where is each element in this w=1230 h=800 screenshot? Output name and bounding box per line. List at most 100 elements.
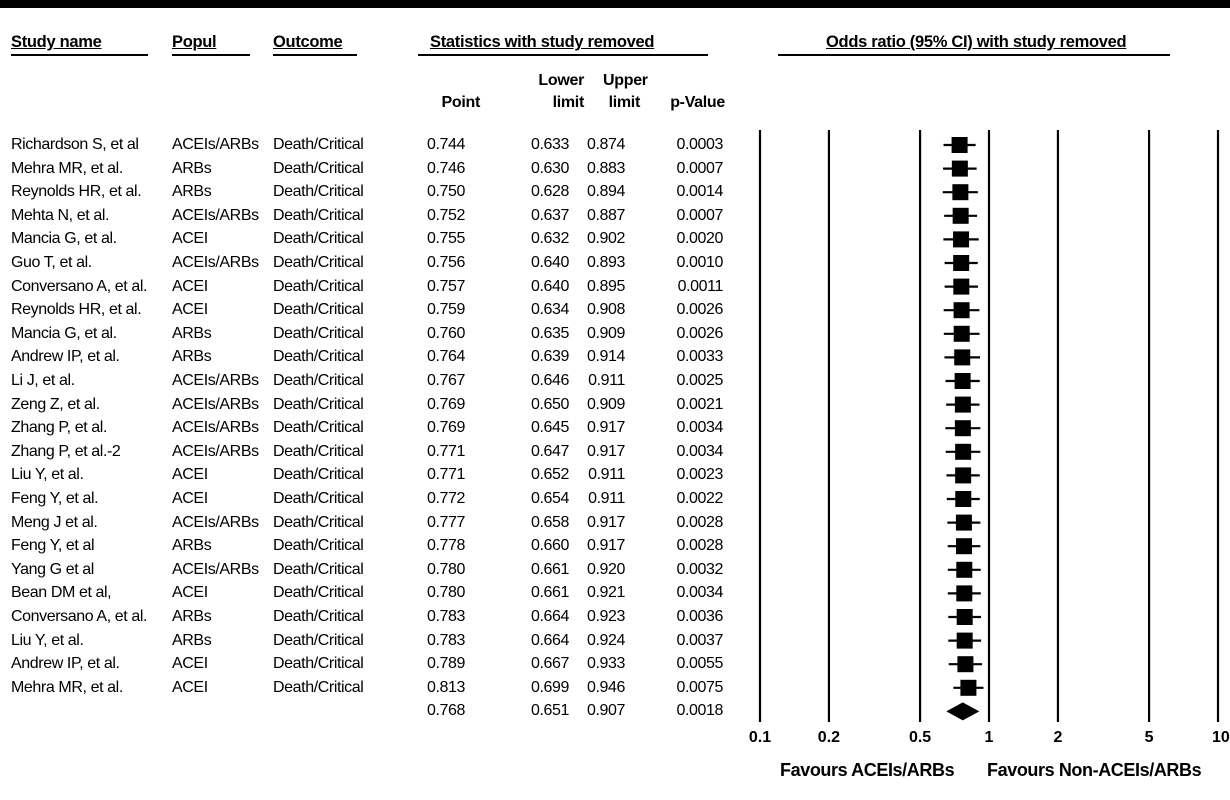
subheader-point: Point [441,94,481,111]
lower-limit-cell: 0.652 [530,466,569,484]
outcome-cell: Death/Critical [273,324,364,342]
outcome-cell: Death/Critical [273,206,364,224]
p-value-cell: 0.0034 [676,584,723,602]
lower-limit-cell: 0.654 [530,490,569,507]
study-name-cell: Conversano A, et al. [11,608,148,625]
point-estimate-marker [956,538,973,555]
subheader-lower-1: Lower [538,72,584,89]
p-value-cell: 0.0055 [676,655,723,673]
upper-limit-cell: 0.914 [586,348,625,366]
point-cell: 0.777 [426,513,465,531]
upper-limit-cell: 0.894 [586,183,625,201]
p-value-cell: 0.0014 [676,183,723,201]
top-rule [0,0,1230,8]
study-name-cell: Conversano A, et al. [11,277,148,295]
table-row: Zhang P, et al.-2 ACEIs/ARBs Death/Critica… [0,443,745,466]
table-row: Guo T, et al. ACEIs/ARBs Death/Critical 0.7… [0,254,745,277]
population-cell: ACEI [172,277,208,295]
x-tick-label: 0.5 [909,729,931,746]
point-cell: 0.778 [426,537,465,555]
population-cell: ARBs [172,183,212,201]
summary-diamond [946,702,980,721]
point-estimate-marker [954,349,971,366]
p-value-cell: 0.0028 [676,537,723,555]
x-tick-label: 10 [1212,729,1230,746]
population-cell: ACEI [172,466,208,484]
subheader-upper-1: Upper [603,72,648,89]
upper-limit-cell: 0.883 [586,159,625,177]
lower-limit-cell: 0.699 [530,678,569,696]
point-cell: 0.771 [426,466,465,484]
point-estimate-marker [955,491,972,507]
study-name-cell: Liu Y, et al. [11,631,84,649]
outcome-cell: Death/Critical [273,584,364,602]
point-cell: 0.780 [426,560,465,578]
point-estimate-marker [956,585,973,602]
population-cell: ACEI [172,584,208,602]
lower-limit-cell: 0.640 [530,254,569,271]
table-row: Liu Y, et al. ARBs Death/Critical 0.783 0.66… [0,632,745,655]
lower-limit-cell: 0.661 [530,584,569,602]
upper-limit-cell: 0.909 [586,324,625,342]
x-tick-label: 0.2 [818,729,840,746]
point-cell: 0.744 [426,136,465,153]
p-value-cell: 0.0026 [676,324,723,342]
point-cell: 0.772 [426,490,465,507]
population-cell: ACEIs/ARBs [172,372,259,389]
outcome-cell: Death/Critical [273,608,364,625]
population-cell: ACEIs/ARBs [172,560,259,578]
upper-limit-cell: 0.911 [588,490,625,507]
subheader-upper-2: limit [608,94,641,111]
population-cell: ACEIs/ARBs [172,419,259,437]
upper-limit-cell: 0.917 [586,442,625,460]
outcome-cell: Death/Critical [273,490,364,507]
table-row: Andrew IP, et al. ACEI Death/Critical 0.789… [0,655,745,678]
study-name-cell: Zeng Z, et al. [11,395,100,413]
study-name-cell: Mehra MR, et al. [11,678,123,696]
lower-limit-cell: 0.664 [530,631,569,649]
study-name-cell: Reynolds HR, et al. [11,183,142,201]
lower-limit-cell: 0.645 [530,419,569,437]
point-cell: 0.780 [426,584,465,602]
study-name-cell: Guo T, et al. [11,254,92,271]
upper-limit-cell: 0.917 [586,537,625,555]
study-name-cell: Liu Y, et al. [11,466,84,484]
point-estimate-marker [953,302,970,319]
p-value-cell: 0.0021 [676,395,723,413]
p-value-cell: 0.0007 [676,159,723,177]
table-row: Mehta N, et al. ACEIs/ARBs Death/Critical 0… [0,207,745,230]
study-name-cell: Feng Y, et al. [11,490,99,507]
upper-limit-cell: 0.902 [586,230,625,248]
point-cell: 0.746 [426,159,465,177]
table-row: Mehra MR, et al. ARBs Death/Critical 0.746 0… [0,160,745,183]
p-value-cell: 0.0025 [676,372,723,389]
study-name-cell: Bean DM et al, [11,584,112,602]
point-cell: 0.783 [426,631,465,649]
lower-limit-cell: 0.647 [530,442,569,460]
study-name-cell: Mancia G, et al. [11,230,117,248]
table-row: Feng Y, et al. ACEI Death/Critical 0.772 0.6… [0,490,745,513]
population-cell: ACEI [172,230,208,248]
point-estimate-marker [953,231,970,248]
upper-limit-cell: 0.946 [586,678,625,696]
point-estimate-marker [956,632,973,649]
p-value-cell: 0.0034 [676,419,723,437]
x-tick-label: 0.1 [749,729,771,746]
study-name-cell: Yang G et al [11,560,94,578]
point-estimate-marker [952,207,969,224]
point-cell: 0.752 [426,206,465,224]
outcome-cell: Death/Critical [273,560,364,578]
population-cell: ARBs [172,537,212,555]
table-row: Reynolds HR, et al. ARBs Death/Critical 0.7… [0,183,745,206]
point-cell: 0.764 [426,348,465,366]
point-cell: 0.757 [426,277,465,295]
favours-left-label: Favours ACEIs/ARBs [780,760,955,780]
table-row: Conversano A, et al. ARBs Death/Critical 0.… [0,608,745,631]
point-estimate-marker [951,160,968,177]
upper-limit-cell: 0.917 [586,513,625,531]
x-tick-label: 5 [1145,729,1154,746]
point-estimate-marker [951,137,968,153]
lower-limit-cell: 0.632 [530,230,569,248]
table-row: Reynolds HR, et al. ACEI Death/Critical 0.7… [0,301,745,324]
